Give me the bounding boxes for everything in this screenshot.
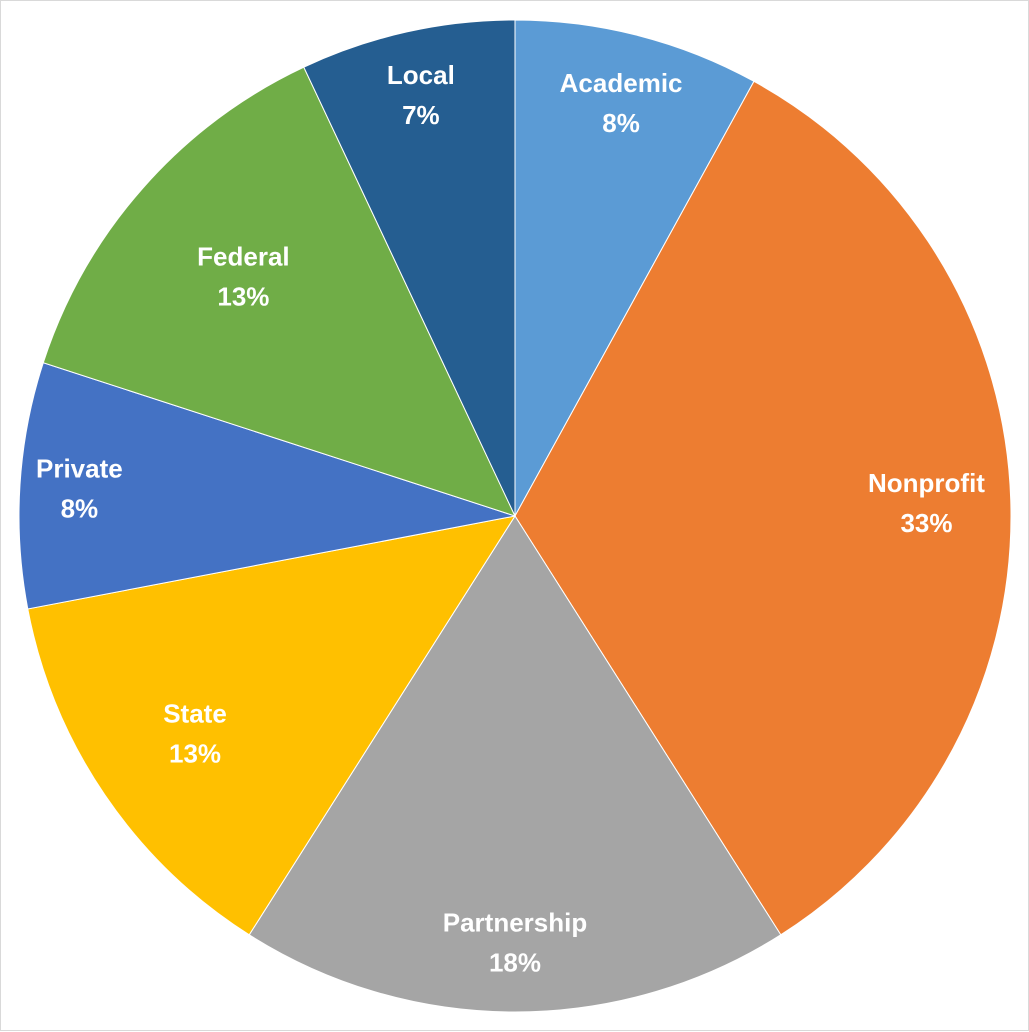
data-label-name-partnership: Partnership	[443, 908, 588, 938]
pie-slice-partnership	[248, 515, 782, 1013]
data-label-percent-local: 7%	[402, 100, 440, 130]
pie-slice-nonprofit	[514, 80, 1012, 936]
pie-slice-local	[303, 19, 516, 517]
data-label-percent-partnership: 18%	[489, 948, 541, 978]
data-label-percent-nonprofit: 33%	[900, 508, 952, 538]
data-label-name-local: Local	[387, 60, 455, 90]
data-label-name-academic: Academic	[560, 68, 683, 98]
data-label-percent-federal: 13%	[217, 282, 269, 312]
pie-data-labels: Academic 8% Nonprofit 33% Partnership 18% Stat…	[36, 60, 985, 978]
pie-slice-state	[27, 515, 517, 936]
data-label-name-federal: Federal	[197, 242, 290, 272]
data-label-percent-state: 13%	[169, 738, 221, 768]
data-label-name-state: State	[163, 698, 227, 728]
pie-slice-private	[18, 362, 516, 610]
pie-slice-federal	[42, 66, 516, 517]
pie-slice-academic	[514, 19, 755, 517]
data-label-percent-private: 8%	[61, 494, 99, 524]
data-label-name-nonprofit: Nonprofit	[868, 468, 985, 498]
data-label-percent-academic: 8%	[602, 108, 640, 138]
data-label-name-private: Private	[36, 454, 123, 484]
pie-slices	[18, 19, 1012, 1013]
